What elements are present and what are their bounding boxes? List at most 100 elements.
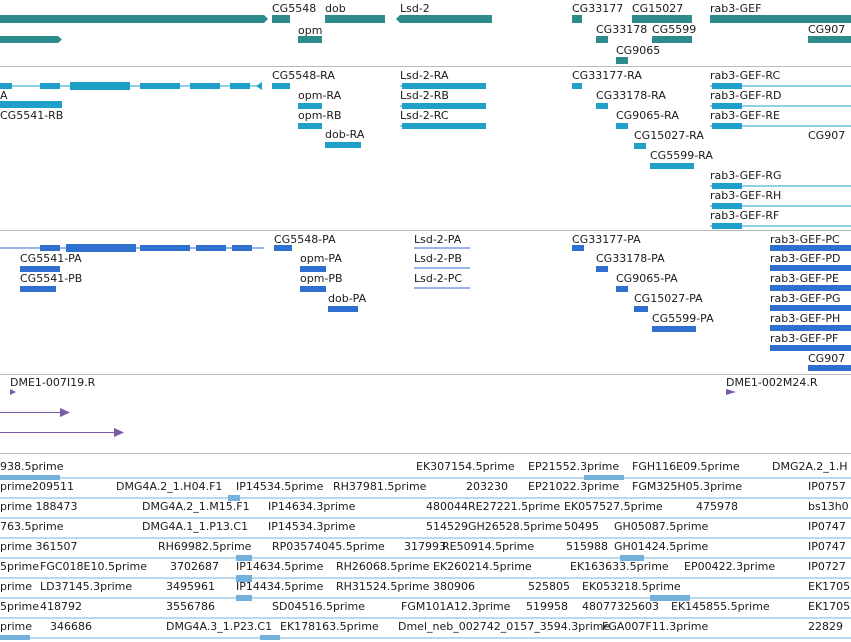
protein-label[interactable]: rab3-GEF-PF (770, 332, 839, 345)
est-label[interactable]: IP0747 (808, 520, 846, 533)
est-label[interactable]: FGA007F11.3prime (602, 620, 709, 633)
est-label[interactable]: RP03574045.5prime (272, 540, 385, 553)
transcript-label[interactable]: rab3-GEF-RG (710, 169, 782, 182)
est-label[interactable]: FGH116E09.5prime (632, 460, 740, 473)
est-label[interactable]: IP14434.5prime (236, 580, 324, 593)
est-label[interactable]: IP0747 (808, 540, 846, 553)
est-label[interactable]: SD04516.5prime (272, 600, 365, 613)
transcript-label[interactable]: CG5599-RA (650, 149, 713, 162)
protein-label[interactable]: CG5541-PA (20, 252, 82, 265)
est-label[interactable]: LD37145.3prime (40, 580, 133, 593)
est-label[interactable]: prime (0, 580, 33, 593)
est-label[interactable]: 480044 (426, 500, 468, 513)
transcript-label[interactable]: CG907 (808, 129, 846, 142)
protein-label[interactable]: rab3-GEF-PG (770, 292, 841, 305)
clone-label[interactable]: DME1-002M24.R (726, 376, 818, 389)
est-label[interactable]: 5prime (0, 560, 40, 573)
est-label[interactable]: 50495 (564, 520, 599, 533)
est-label[interactable]: IP0727 (808, 560, 846, 573)
est-label[interactable]: 203230 (466, 480, 508, 493)
protein-label[interactable]: rab3-GEF-PH (770, 312, 841, 325)
est-label[interactable]: 519958 (526, 600, 568, 613)
transcript-label[interactable]: CG33178-RA (596, 89, 666, 102)
est-label[interactable]: 22829 (808, 620, 843, 633)
est-label[interactable]: RE27221.5prime (468, 500, 561, 513)
est-label[interactable]: IP14634.5prime (236, 560, 324, 573)
transcript-label[interactable]: CG33177-RA (572, 69, 642, 82)
protein-label[interactable]: dob-PA (328, 292, 367, 305)
transcript-label[interactable]: rab3-GEF-RE (710, 109, 780, 122)
est-label[interactable]: DMG4A.2_1.M15.F1 (142, 500, 250, 513)
gene-label[interactable]: dob (325, 2, 346, 15)
protein-label[interactable]: CG907 (808, 352, 846, 365)
protein-label[interactable]: opm-PB (300, 272, 343, 285)
est-label[interactable]: DMG4A.2_1.H04.F1 (116, 480, 223, 493)
transcript-label[interactable]: rab3-GEF-RD (710, 89, 782, 102)
est-label[interactable]: EK260214.5prime (433, 560, 532, 573)
est-label[interactable]: EK307154.5prime (416, 460, 515, 473)
est-label[interactable]: FGM101A12.3prime (401, 600, 511, 613)
est-label[interactable]: prime209511 (0, 480, 75, 493)
gene-label[interactable]: CG9065 (616, 44, 661, 57)
gene-label[interactable]: CG907 (808, 23, 846, 36)
protein-label[interactable]: opm-PA (300, 252, 342, 265)
transcript-label[interactable]: Lsd-2-RA (400, 69, 449, 82)
est-label[interactable]: RH31524.5prime (336, 580, 430, 593)
est-label[interactable]: GH01424.5prime (614, 540, 709, 553)
est-label[interactable]: 3702687 (170, 560, 219, 573)
gene-label[interactable]: opm (298, 24, 323, 37)
transcript-label[interactable]: CG9065-RA (616, 109, 679, 122)
est-label[interactable]: DMG4A.1_1.P13.C1 (142, 520, 249, 533)
gene-label[interactable]: rab3-GEF (710, 2, 762, 15)
est-label[interactable]: EK1705 (808, 580, 851, 593)
est-label[interactable]: 525805 (528, 580, 570, 593)
est-label[interactable]: EK145855.5prime (671, 600, 770, 613)
est-label[interactable]: RH26068.5prime (336, 560, 430, 573)
est-label[interactable]: IP14534.5prime (236, 480, 324, 493)
protein-label[interactable]: CG5599-PA (652, 312, 714, 325)
est-label[interactable]: EK053218.5prime (582, 580, 681, 593)
transcript-label[interactable]: CG15027-RA (634, 129, 704, 142)
est-label[interactable]: EK178163.5prime (280, 620, 379, 633)
est-label[interactable]: IP0757 (808, 480, 846, 493)
est-label[interactable]: 938.5prime (0, 460, 64, 473)
transcript-label[interactable]: Lsd-2-RB (400, 89, 449, 102)
transcript-label[interactable]: rab3-GEF-RH (710, 189, 782, 202)
est-label[interactable]: 380906 (433, 580, 475, 593)
protein-label[interactable]: rab3-GEF-PE (770, 272, 839, 285)
est-label[interactable]: 3556786 (166, 600, 215, 613)
transcript-label[interactable]: rab3-GEF-RF (710, 209, 780, 222)
est-label[interactable]: IP14634.3prime (268, 500, 356, 513)
est-label[interactable]: bs13h0 (808, 500, 849, 513)
transcript-label[interactable]: rab3-GEF-RC (710, 69, 781, 82)
transcript-label[interactable]: Lsd-2-RC (400, 109, 449, 122)
transcript-label[interactable]: CG5548-RA (272, 69, 335, 82)
transcript-label[interactable]: A (0, 89, 8, 102)
est-label[interactable]: Dmel_neb_002742_0157_3594.3prime (398, 620, 611, 633)
est-label[interactable]: IP14534.3prime (268, 520, 356, 533)
est-label[interactable]: RH37981.5prime (333, 480, 427, 493)
est-label[interactable]: RH69982.5prime (158, 540, 252, 553)
protein-label[interactable]: rab3-GEF-PD (770, 252, 841, 265)
protein-label[interactable]: Lsd-2-PA (414, 233, 462, 246)
est-label[interactable]: FGM325H05.3prime (632, 480, 743, 493)
gene-label[interactable]: CG5548 (272, 2, 317, 15)
protein-label[interactable]: Lsd-2-PB (414, 252, 462, 265)
est-label[interactable]: GH26528.5prime (468, 520, 563, 533)
est-label[interactable]: 317993 (404, 540, 446, 553)
protein-label[interactable]: rab3-GEF-PC (770, 233, 840, 246)
est-label[interactable]: 3495961 (166, 580, 215, 593)
est-label[interactable]: RE50914.5prime (442, 540, 535, 553)
transcript-label[interactable]: opm-RA (298, 89, 342, 102)
est-label[interactable]: DMG4A.3_1.P23.C1 (166, 620, 273, 633)
protein-label[interactable]: CG33177-PA (572, 233, 641, 246)
est-label[interactable]: EP21552.3prime (528, 460, 620, 473)
protein-label[interactable]: CG33178-PA (596, 252, 665, 265)
est-label[interactable]: 763.5prime (0, 520, 64, 533)
est-label[interactable]: prime (0, 620, 33, 633)
est-label[interactable]: EP00422.3prime (684, 560, 776, 573)
gene-label[interactable]: CG5599 (652, 23, 697, 36)
gene-label[interactable]: CG33177 (572, 2, 624, 15)
transcript-label[interactable]: opm-RB (298, 109, 342, 122)
est-label[interactable]: EK1705 (808, 600, 851, 613)
